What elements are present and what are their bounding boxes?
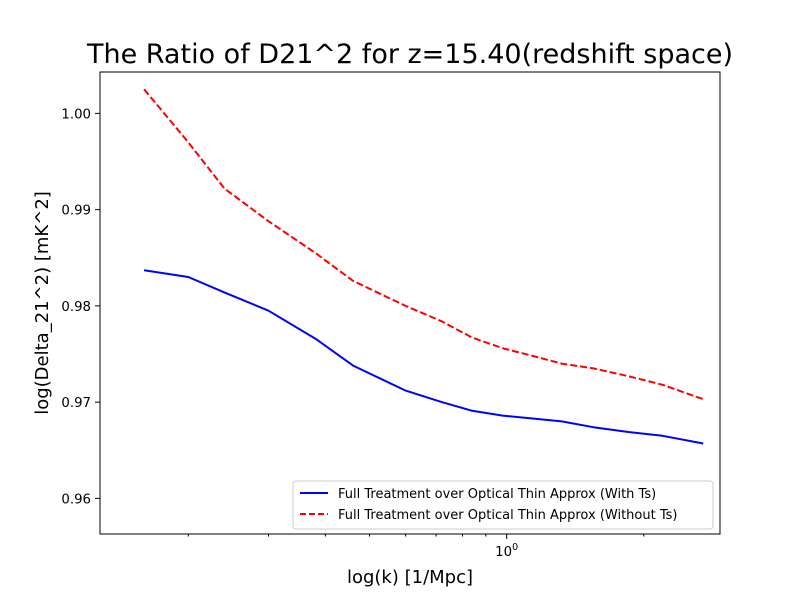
y-tick-label: 0.98	[61, 300, 91, 315]
x-axis-ticks: 100	[187, 534, 645, 560]
y-tick-label: 1.00	[61, 107, 91, 122]
legend-entry-with-ts: Full Treatment over Optical Thin Approx …	[338, 487, 656, 502]
x-axis-label: log(k) [1/Mpc]	[347, 567, 473, 588]
legend-box	[292, 480, 714, 530]
y-tick-label: 0.99	[61, 204, 91, 219]
y-axis-label: log(Delta_21^2) [mK^2]	[32, 191, 53, 415]
plot-area-frame	[99, 71, 721, 535]
series-line-1	[143, 88, 704, 401]
y-tick-label: 0.97	[61, 396, 91, 411]
x-tick-label: 100	[495, 542, 518, 560]
chart-title: The Ratio of D21^2 for z=15.40(redshift …	[86, 39, 733, 70]
legend-entry-without-ts: Full Treatment over Optical Thin Approx …	[338, 508, 677, 523]
y-tick-label: 0.96	[61, 492, 91, 507]
series-layer	[143, 88, 704, 445]
y-axis-ticks: 0.96 0.97 0.98 0.99 1.00	[61, 107, 100, 507]
series-line-0	[143, 269, 704, 445]
legend: Full Treatment over Optical Thin Approx …	[292, 480, 714, 530]
